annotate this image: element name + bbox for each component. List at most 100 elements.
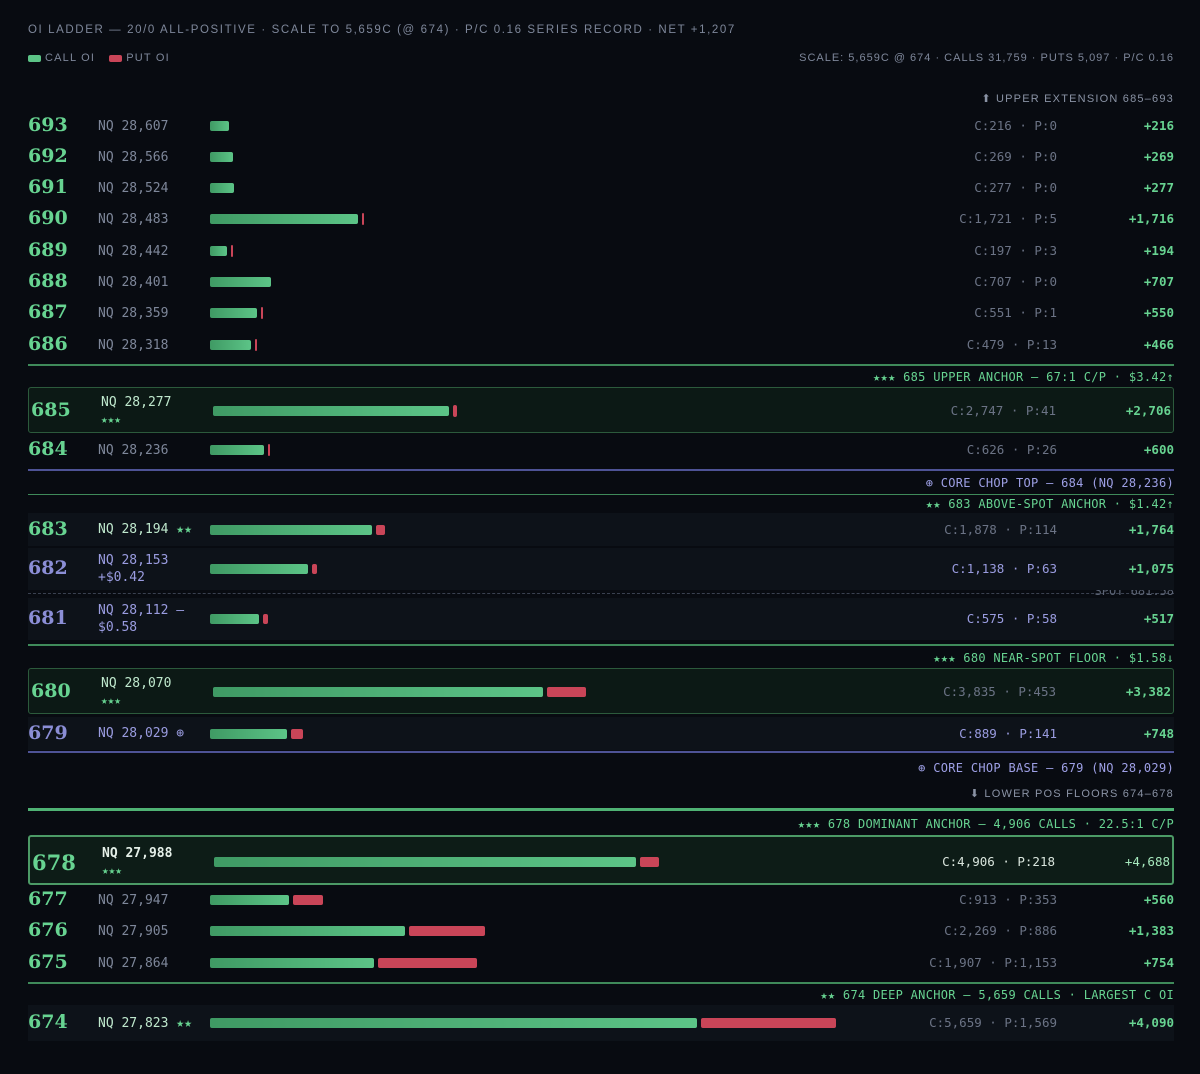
legend-calls-label: CALL OI [45,52,96,64]
nq-offset: $0.58 [98,620,138,635]
strike-label: 684 [28,438,68,460]
call-oi-bar [214,857,637,867]
put-oi-bar [290,728,303,739]
separator-674 [28,982,1174,984]
ladder-row-685: 685 NQ 28,277 ★★★ C:2,747 · P:41 +2,706 [28,387,1174,433]
strike-label: 690 [28,207,68,229]
separator-chop-base [28,751,1174,753]
section-upper-extension: ⬆ UPPER EXTENSION 685–693 [981,93,1174,105]
calls-swatch [28,54,41,62]
call-oi-bar [210,308,258,318]
cp-counts: C:3,835 · P:453 [943,684,1056,699]
section-lower-floors: ⬇ LOWER POS FLOORS 674–678 [969,788,1174,800]
ladder-row-681: 681 NQ 28,112 – $0.58 C:575 · P:58 +517 [28,598,1174,640]
put-oi-bar [261,307,264,319]
nq-cell: NQ 27,905 [98,923,168,940]
strike-label: 679 [28,721,68,744]
strike-label: 688 [28,270,68,292]
nq-price: NQ 27,864 [98,955,169,971]
ladder-row-683: 683 NQ 28,194 ★★ C:1,878 · P:114 +1,764 [28,513,1174,546]
cp-counts: C:1,878 · P:114 [944,521,1057,537]
rank-stars: ★★★ [101,413,121,426]
nq-price: NQ 28,318 [98,337,169,353]
nq-price: NQ 27,905 [98,923,169,939]
nq-price: NQ 28,483 [98,211,169,227]
put-oi-bar [547,687,586,697]
cp-counts: C:2,747 · P:41 [950,403,1056,418]
call-oi-bar [213,687,544,697]
nq-cell: NQ 28,359 [98,305,168,322]
cp-counts: C:889 · P:141 [959,725,1057,741]
ladder-row-677: 677 NQ 27,947 C:913 · P:353 +560 [28,888,1174,910]
strike-label: 687 [28,301,68,323]
separator-chop-top [28,469,1174,471]
nq-price: NQ 28,194 ★★ [98,522,192,537]
spot-line [28,593,1174,594]
put-oi-bar [701,1018,837,1028]
net-value: +277 [1143,180,1174,195]
net-value: +269 [1143,149,1174,164]
annotation-685: ★★★ 685 UPPER ANCHOR — 67:1 C/P · $3.42↑ [873,370,1174,384]
put-oi-bar [375,524,386,535]
ladder-row-682: 682 NQ 28,153 +$0.42 C:1,138 · P:63 +1,075 [28,548,1174,590]
put-oi-bar [640,857,659,867]
separator-678 [28,808,1174,811]
nq-cell: NQ 28,483 [98,211,168,228]
net-value: +600 [1143,442,1174,457]
ladder-row-687: 687 NQ 28,359 C:551 · P:1 +550 [28,301,1174,323]
strike-label: 685 [31,399,71,421]
cp-counts: C:551 · P:1 [974,305,1057,320]
call-oi-bar [210,246,227,256]
net-value: +4,688 [1124,854,1170,869]
nq-cell: NQ 28,318 [98,337,168,354]
net-value: +1,383 [1128,923,1174,938]
net-value: +1,075 [1128,561,1174,576]
legend: CALL OI PUT OI [28,52,170,64]
rank-stars: ★★ [168,1015,192,1031]
separator-683 [28,494,1174,495]
put-oi-bar [255,339,258,351]
annotation-680: ★★★ 680 NEAR-SPOT FLOOR · $1.58↓ [933,651,1174,665]
cp-counts: C:277 · P:0 [974,180,1057,195]
cp-counts: C:5,659 · P:1,569 [929,1015,1057,1030]
nq-price: NQ 28,524 [98,180,169,196]
separator-685 [28,364,1174,366]
nq-cell: NQ 28,153 +$0.42 [98,552,168,586]
nq-cell: NQ 28,524 [98,180,168,197]
strike-label: 692 [28,145,68,167]
chart-title: OI LADDER — 20/0 ALL-POSITIVE · SCALE TO… [28,24,736,36]
strike-label: 674 [28,1011,68,1033]
nq-price: NQ 28,112 – [98,603,185,618]
net-value: +466 [1143,337,1174,352]
call-oi-bar [210,926,406,936]
net-value: +560 [1143,892,1174,907]
nq-price: NQ 27,823 ★★ [98,1015,192,1031]
ladder-row-675: 675 NQ 27,864 C:1,907 · P:1,153 +754 [28,951,1174,973]
put-oi-bar [362,213,365,225]
call-oi-bar [210,895,289,905]
strike-label: 676 [28,919,68,941]
call-oi-bar [210,958,375,968]
legend-puts-label: PUT OI [126,52,170,64]
nq-price: NQ 28,401 [98,274,169,290]
ladder-row-686: 686 NQ 28,318 C:479 · P:13 +466 [28,333,1174,355]
cp-counts: C:575 · P:58 [966,611,1057,626]
nq-cell: NQ 28,442 [98,243,168,260]
nq-price: NQ 28,277 [101,395,172,410]
ladder-row-679: 679 NQ 28,029 ⊕ C:889 · P:141 +748 [28,717,1174,750]
call-oi-bar [210,728,287,739]
nq-price: NQ 28,607 [98,118,169,134]
cp-counts: C:4,906 · P:218 [942,854,1055,869]
call-oi-bar [210,340,252,350]
ladder-row-680: 680 NQ 28,070 ★★★ C:3,835 · P:453 +3,382 [28,668,1174,714]
nq-cell: NQ 28,070 ★★★ [101,675,171,709]
nq-cell: NQ 28,401 [98,274,168,291]
strike-label: 681 [28,607,68,629]
cp-counts: C:197 · P:3 [974,243,1057,258]
cp-counts: C:1,721 · P:5 [959,211,1057,226]
strike-label: 677 [28,888,68,910]
legend-calls: CALL OI [28,52,95,64]
net-value: +748 [1143,725,1174,741]
annotation-chop-base: ⊕ CORE CHOP BASE — 679 (NQ 28,029) [918,761,1174,775]
put-oi-bar [311,564,318,574]
